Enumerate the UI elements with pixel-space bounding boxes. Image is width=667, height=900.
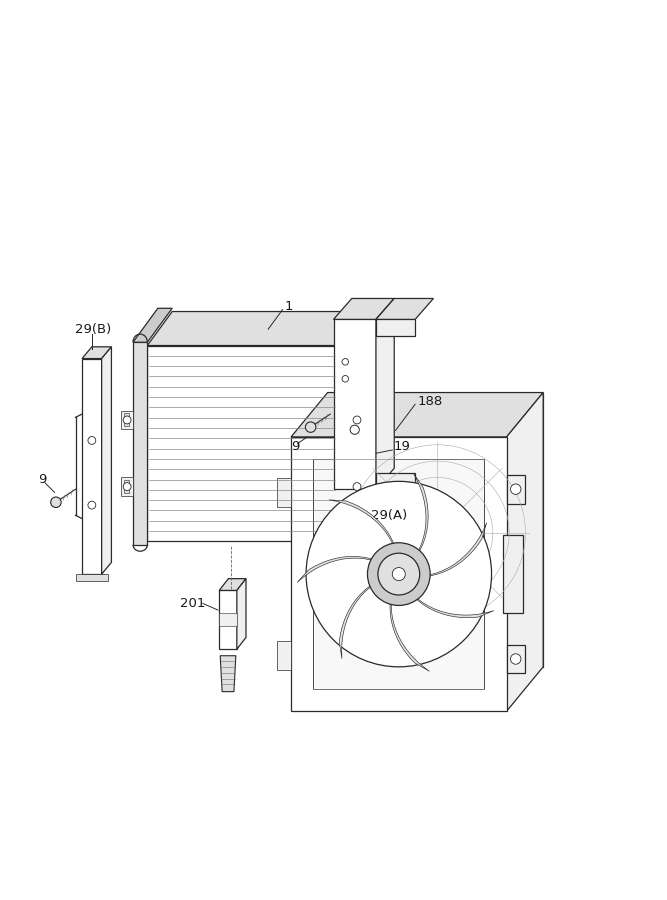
- Polygon shape: [124, 490, 129, 493]
- Polygon shape: [75, 574, 108, 580]
- Text: 29(B): 29(B): [75, 323, 111, 336]
- Circle shape: [368, 543, 430, 606]
- Polygon shape: [376, 299, 394, 490]
- Circle shape: [350, 425, 360, 435]
- Circle shape: [88, 436, 96, 445]
- Polygon shape: [291, 392, 543, 436]
- Polygon shape: [390, 592, 430, 671]
- Polygon shape: [376, 299, 434, 320]
- Polygon shape: [340, 580, 380, 659]
- Polygon shape: [237, 579, 246, 649]
- Polygon shape: [291, 436, 506, 711]
- Circle shape: [88, 501, 96, 509]
- Circle shape: [306, 482, 492, 667]
- Polygon shape: [334, 299, 394, 320]
- Polygon shape: [297, 556, 383, 582]
- Polygon shape: [124, 413, 129, 418]
- Polygon shape: [121, 410, 133, 429]
- Polygon shape: [337, 342, 351, 544]
- Polygon shape: [147, 346, 337, 542]
- Text: 29(A): 29(A): [372, 508, 408, 522]
- Polygon shape: [329, 500, 398, 554]
- Polygon shape: [337, 309, 376, 342]
- Polygon shape: [121, 477, 133, 496]
- Polygon shape: [327, 392, 543, 667]
- Polygon shape: [147, 311, 362, 346]
- Circle shape: [342, 375, 349, 382]
- Circle shape: [510, 484, 521, 494]
- Polygon shape: [506, 475, 525, 504]
- Text: 1: 1: [285, 300, 293, 313]
- Polygon shape: [413, 473, 428, 561]
- Circle shape: [123, 416, 131, 424]
- Text: 9: 9: [291, 440, 299, 454]
- Text: 201: 201: [180, 597, 205, 610]
- Text: 19: 19: [394, 440, 410, 454]
- Polygon shape: [337, 311, 362, 542]
- Polygon shape: [376, 472, 415, 490]
- Polygon shape: [219, 613, 237, 626]
- Circle shape: [392, 568, 406, 580]
- Polygon shape: [504, 535, 523, 613]
- Polygon shape: [506, 644, 525, 673]
- Polygon shape: [101, 346, 111, 574]
- Polygon shape: [506, 392, 543, 711]
- Polygon shape: [418, 523, 487, 577]
- Polygon shape: [124, 480, 129, 484]
- Circle shape: [353, 416, 361, 424]
- Polygon shape: [220, 656, 236, 692]
- Polygon shape: [124, 423, 129, 427]
- Text: 188: 188: [417, 394, 442, 408]
- Circle shape: [510, 653, 521, 664]
- Polygon shape: [334, 320, 376, 490]
- Circle shape: [378, 554, 420, 595]
- Polygon shape: [351, 477, 363, 496]
- Text: 9: 9: [38, 472, 47, 486]
- Polygon shape: [351, 410, 363, 429]
- Polygon shape: [82, 358, 101, 574]
- Circle shape: [51, 497, 61, 508]
- Polygon shape: [409, 591, 494, 617]
- Circle shape: [353, 482, 361, 491]
- Polygon shape: [133, 309, 172, 342]
- Polygon shape: [277, 642, 291, 670]
- Polygon shape: [133, 342, 147, 544]
- Polygon shape: [219, 579, 246, 590]
- Circle shape: [123, 482, 131, 491]
- Polygon shape: [219, 590, 237, 649]
- Polygon shape: [277, 478, 291, 507]
- Polygon shape: [82, 346, 111, 358]
- Polygon shape: [313, 459, 484, 689]
- Circle shape: [342, 358, 349, 365]
- Circle shape: [305, 422, 316, 432]
- Polygon shape: [376, 320, 415, 336]
